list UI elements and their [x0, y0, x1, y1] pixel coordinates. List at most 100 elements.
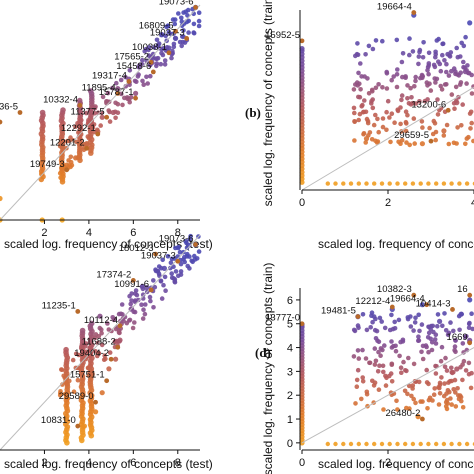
data-point — [460, 405, 466, 410]
point-annotation: 12212-4 — [355, 296, 390, 307]
annotated-point — [84, 145, 90, 151]
data-point — [106, 366, 112, 372]
data-point — [448, 320, 453, 325]
data-point — [141, 82, 146, 87]
x-tick-label: 6 — [130, 227, 136, 239]
data-point — [471, 138, 474, 144]
data-point — [463, 368, 469, 373]
data-point — [348, 441, 354, 447]
data-point — [113, 356, 119, 362]
data-point — [141, 307, 146, 313]
data-point — [432, 76, 438, 81]
data-point — [60, 382, 65, 387]
data-point — [118, 77, 124, 83]
data-point — [370, 319, 375, 325]
data-point — [143, 46, 149, 52]
data-point — [355, 367, 361, 373]
data-point — [459, 398, 464, 404]
data-point — [464, 136, 470, 141]
data-point — [325, 181, 330, 186]
point-annotation: 11235-1 — [42, 300, 76, 311]
x-tick-label: 2 — [41, 457, 47, 469]
data-point — [453, 338, 458, 343]
data-point — [367, 130, 373, 135]
reference-line — [301, 347, 474, 444]
data-point — [457, 441, 462, 447]
data-point — [372, 362, 378, 367]
data-point — [435, 112, 441, 117]
data-point — [399, 370, 404, 376]
data-point — [408, 324, 414, 329]
data-point — [452, 344, 458, 349]
data-point — [460, 341, 466, 346]
data-point — [60, 107, 66, 113]
data-point — [416, 61, 421, 67]
point-annotation: 19404-2 — [74, 348, 109, 359]
data-point — [444, 61, 449, 67]
x-tick-label: 2 — [41, 227, 47, 239]
data-point — [464, 334, 469, 339]
data-point — [469, 311, 474, 317]
data-point — [433, 332, 439, 338]
data-point — [99, 331, 104, 336]
data-point — [356, 181, 361, 186]
data-point — [419, 302, 425, 308]
data-point — [120, 102, 125, 108]
data-point — [196, 10, 202, 15]
data-point — [196, 23, 202, 29]
data-point — [363, 136, 370, 142]
data-point — [372, 181, 377, 186]
data-point — [452, 106, 457, 111]
data-point — [186, 30, 191, 35]
data-point — [363, 52, 368, 57]
data-point — [454, 45, 460, 51]
data-point — [176, 245, 181, 251]
data-point — [399, 97, 404, 103]
data-point — [147, 294, 153, 300]
data-point — [469, 91, 474, 96]
data-point — [451, 328, 456, 334]
data-point — [415, 414, 421, 420]
data-point — [122, 95, 127, 101]
data-point — [434, 181, 439, 186]
point-annotation: 19317-4 — [92, 70, 127, 81]
y-tick-label: 4 — [287, 343, 293, 355]
data-point — [106, 327, 112, 332]
data-point — [446, 73, 452, 78]
point-annotation: 15751-1 — [70, 370, 105, 381]
annotated-point — [95, 131, 101, 137]
data-point — [360, 347, 365, 353]
data-point — [397, 353, 402, 359]
data-point — [377, 315, 383, 321]
x-axis-label: scaled log. frequency of concepts (test) — [4, 457, 213, 471]
data-point — [39, 109, 46, 116]
data-point — [68, 154, 74, 160]
data-point — [133, 90, 139, 96]
data-point — [419, 119, 425, 124]
point-annotation: 19749-3 — [30, 159, 65, 170]
panel-b: 15952-5 19664-4 13200-6 29659-5 0 2 4 scaled … — [245, 0, 474, 251]
data-point — [455, 125, 460, 130]
data-point — [151, 278, 156, 283]
data-point — [405, 112, 410, 118]
data-point — [416, 379, 422, 385]
data-point — [171, 264, 176, 270]
data-point — [458, 364, 463, 370]
data-point — [434, 38, 440, 43]
data-point — [375, 139, 381, 144]
data-point — [408, 85, 413, 91]
data-point — [172, 21, 178, 27]
data-point — [127, 293, 132, 299]
data-point — [362, 98, 367, 103]
annotated-point — [150, 69, 156, 75]
data-point — [370, 46, 376, 52]
data-point — [395, 107, 401, 112]
data-point — [105, 90, 111, 96]
annotated-point — [389, 304, 395, 310]
data-point — [59, 367, 64, 372]
x-tick-label: 2 — [385, 457, 391, 469]
data-point — [373, 358, 379, 364]
data-point — [420, 356, 426, 362]
annotated-point — [93, 399, 98, 405]
data-point — [86, 350, 92, 356]
